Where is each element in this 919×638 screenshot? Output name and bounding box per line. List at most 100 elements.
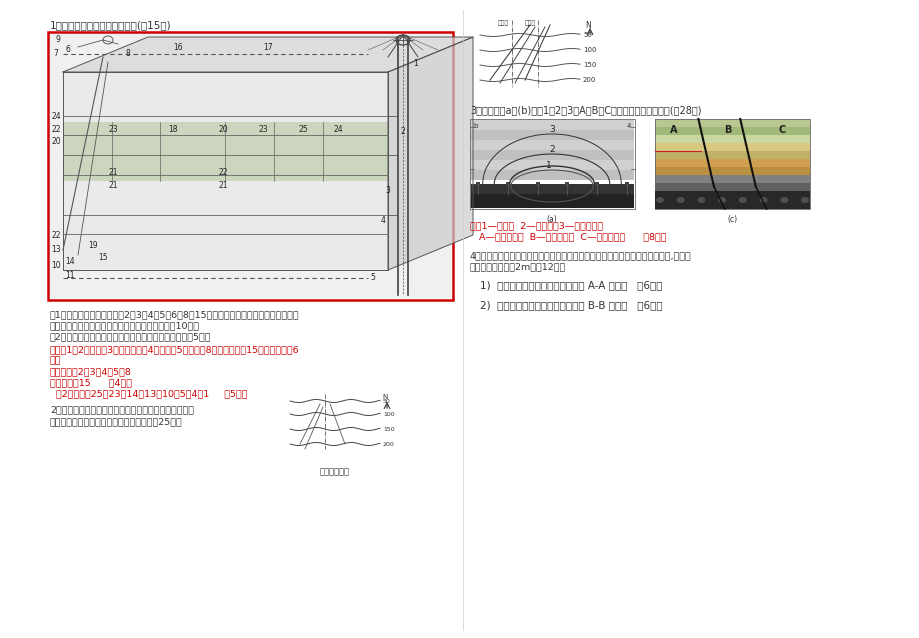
Text: 2: 2 — [400, 127, 405, 136]
Text: 24: 24 — [333, 125, 343, 134]
Text: 开拓巻道：2、3、4、5、8: 开拓巻道：2、3、4、5、8 — [50, 367, 131, 376]
Text: A: A — [669, 125, 676, 135]
Bar — [654, 191, 809, 200]
Text: 3、写出图（a）(b)中，1、2、3和A、B、C分别表示什么区（带）(全28分): 3、写出图（a）(b)中，1、2、3和A、B、C分别表示什么区（带）(全28分) — [470, 105, 701, 115]
Ellipse shape — [759, 197, 766, 203]
Bar — [595, 182, 598, 186]
Text: 22: 22 — [218, 168, 228, 177]
Text: (a): (a) — [546, 215, 557, 224]
Text: 22: 22 — [51, 125, 61, 134]
Text: 9: 9 — [55, 36, 61, 45]
Bar — [654, 175, 809, 184]
Ellipse shape — [779, 197, 788, 203]
Text: 7: 7 — [53, 50, 59, 59]
Bar — [654, 135, 809, 144]
Text: 17: 17 — [263, 43, 273, 52]
Text: 11: 11 — [65, 271, 74, 279]
Bar — [471, 150, 633, 160]
Bar — [654, 127, 809, 136]
Text: 2: 2 — [549, 144, 554, 154]
Bar — [654, 191, 809, 209]
Text: 1、某矿井生产系统示意图如下(全15分): 1、某矿井生产系统示意图如下(全15分) — [50, 20, 172, 30]
Bar — [654, 167, 809, 176]
Text: C: C — [777, 125, 785, 135]
Text: 23: 23 — [258, 125, 267, 134]
Bar — [475, 182, 480, 186]
Text: 25: 25 — [298, 125, 308, 134]
Text: （1）请写出此示意图中巻逓2、3、4、5、6、8、15的名称；指出上述巻道各属于哪种类: （1）请写出此示意图中巻逓2、3、4、5、6、8、15的名称；指出上述巻道各属于… — [50, 310, 300, 319]
Ellipse shape — [676, 197, 684, 203]
Bar — [471, 140, 633, 150]
Text: 20: 20 — [218, 125, 228, 134]
Text: 20: 20 — [51, 137, 61, 146]
Bar — [50, 34, 450, 298]
Text: 1: 1 — [414, 59, 418, 68]
Text: 答：（1）2一副井、3一井底车场、4一石门、5一大巻、8一回风大巻、15一轨道上山（6: 答：（1）2一副井、3一井底车场、4一石门、5一大巻、8一回风大巻、15一轨道上… — [50, 345, 300, 354]
Text: 16: 16 — [173, 43, 183, 52]
Bar — [471, 130, 633, 140]
Text: 13: 13 — [51, 246, 61, 255]
Text: 煎层螈曲构造: 煎层螈曲构造 — [320, 467, 349, 476]
Text: 1)  以平面图的比例在剖面图中画出 A-A 剖面图   （6分）: 1) 以平面图的比例在剖面图中画出 A-A 剖面图 （6分） — [480, 280, 662, 290]
Bar — [471, 160, 633, 170]
Text: b: b — [472, 123, 477, 129]
Bar — [654, 159, 809, 168]
Polygon shape — [388, 37, 472, 270]
Text: 24: 24 — [51, 112, 61, 121]
Text: 21: 21 — [108, 181, 118, 190]
Text: A—煎壁支摔区  B—应力降低区  C—重新压实区      （8分）: A—煎壁支摔区 B—应力降低区 C—重新压实区 （8分） — [470, 232, 665, 241]
Text: 准备巻道：15      （4分）: 准备巻道：15 （4分） — [50, 378, 131, 387]
Text: 19: 19 — [88, 241, 97, 249]
Text: 50: 50 — [382, 399, 391, 404]
Text: 21: 21 — [218, 181, 228, 190]
Bar — [654, 143, 809, 152]
Bar — [654, 119, 809, 209]
Text: 4、如下平面图中，为某层煎的底板等高线。两条巻道均在煎层中，沿底板布置,巻道高: 4、如下平面图中，为某层煎的底板等高线。两条巻道均在煎层中，沿底板布置,巻道高 — [470, 251, 691, 260]
Text: 1: 1 — [546, 161, 551, 170]
Text: 21: 21 — [108, 168, 118, 177]
Ellipse shape — [738, 197, 746, 203]
Bar — [624, 182, 629, 186]
Bar — [471, 184, 633, 194]
Text: 6: 6 — [65, 45, 71, 54]
Bar — [654, 151, 809, 160]
Text: 22: 22 — [51, 230, 61, 239]
Bar — [535, 182, 539, 186]
Text: 2、图为煎层的螈曲构造，请写出本图所示构造的完整名: 2、图为煎层的螈曲构造，请写出本图所示构造的完整名 — [50, 405, 194, 414]
Text: 分）: 分） — [50, 356, 62, 365]
Text: 100: 100 — [583, 47, 596, 53]
Bar — [470, 119, 634, 209]
Polygon shape — [62, 37, 472, 72]
Text: 200: 200 — [382, 442, 394, 447]
Text: 4: 4 — [380, 216, 385, 225]
Bar — [48, 32, 452, 300]
Text: 称，在图上完整标出轴线位置和类别。（全25分）: 称，在图上完整标出轴线位置和类别。（全25分） — [50, 417, 183, 426]
Bar — [654, 119, 809, 128]
Ellipse shape — [655, 197, 664, 203]
Text: 3: 3 — [549, 124, 554, 133]
Text: 10: 10 — [51, 260, 61, 269]
Text: （2）运煎：25－23－14－13－10－5－4－1     （5分）: （2）运煎：25－23－14－13－10－5－4－1 （5分） — [50, 389, 247, 398]
Text: 4: 4 — [627, 123, 630, 129]
Text: 100: 100 — [382, 412, 394, 417]
Text: B: B — [723, 125, 731, 135]
Text: 150: 150 — [583, 62, 596, 68]
Text: 200: 200 — [583, 77, 596, 83]
Text: N: N — [382, 394, 387, 400]
Bar — [654, 199, 809, 208]
Bar — [471, 170, 633, 180]
Text: 150: 150 — [382, 427, 394, 432]
Ellipse shape — [800, 197, 808, 203]
Text: 23: 23 — [108, 125, 118, 134]
Polygon shape — [62, 121, 388, 181]
Text: （2）请对照示意图写出矿井右侧工作面的运煎系统。（5分）: （2）请对照示意图写出矿井右侧工作面的运煎系统。（5分） — [50, 332, 211, 341]
Text: 5: 5 — [370, 274, 375, 283]
Text: 向斜轴: 向斜轴 — [497, 20, 509, 26]
Text: N: N — [584, 21, 590, 30]
Text: 18: 18 — [168, 125, 177, 134]
Text: 度和煎层厚度均为2m。（12分）: 度和煎层厚度均为2m。（12分） — [470, 262, 565, 271]
Text: 15: 15 — [98, 253, 108, 262]
Text: 3: 3 — [385, 186, 390, 195]
Text: 8: 8 — [126, 50, 130, 59]
Text: (c): (c) — [726, 215, 736, 224]
